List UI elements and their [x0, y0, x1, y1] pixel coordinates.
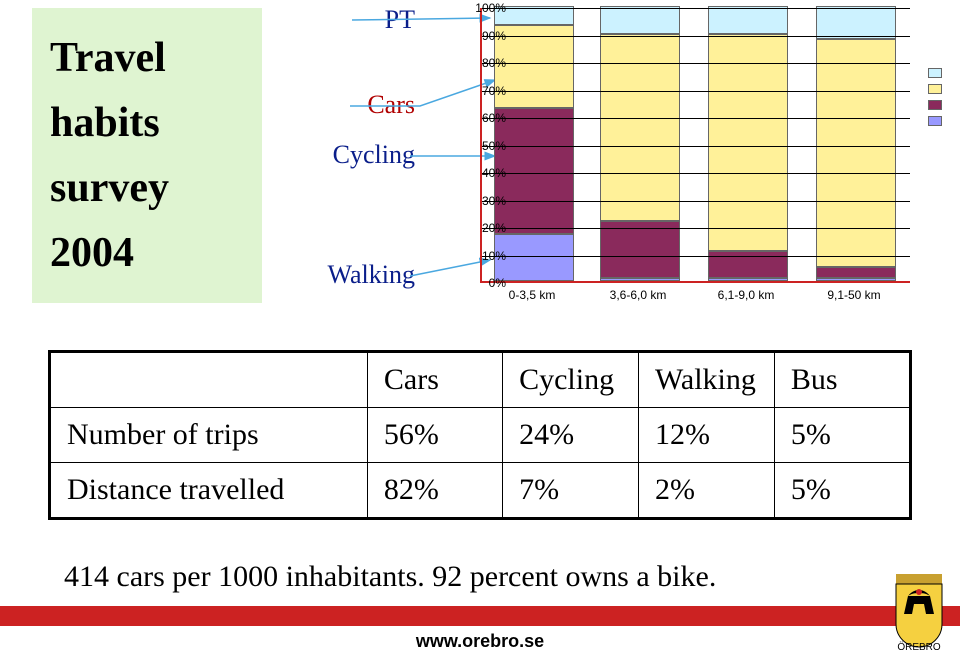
- label-cycling: Cycling: [333, 140, 415, 170]
- cell: 12%: [638, 408, 774, 463]
- series-labels: PT Cars Cycling Walking: [275, 0, 415, 310]
- ytick-label: 80%: [482, 56, 506, 70]
- th-cycling: Cycling: [503, 353, 639, 408]
- cell: 24%: [503, 408, 639, 463]
- bar-segment-walking: [600, 278, 680, 281]
- gridline: [482, 201, 910, 202]
- ytick-label: 100%: [475, 1, 506, 15]
- bar: [816, 6, 896, 281]
- bar-segment-cycling: [600, 221, 680, 279]
- legend-swatch: [928, 68, 942, 78]
- cell: 5%: [774, 408, 909, 463]
- title-box: Travel habits survey 2004: [32, 8, 262, 303]
- bar: [708, 6, 788, 281]
- ytick-label: 40%: [482, 166, 506, 180]
- ytick-label: 60%: [482, 111, 506, 125]
- bar: [494, 6, 574, 281]
- data-table: Cars Cycling Walking Bus Number of trips…: [48, 350, 912, 520]
- label-walking: Walking: [328, 260, 415, 290]
- th-bus: Bus: [774, 353, 909, 408]
- bar-segment-cycling: [816, 267, 896, 278]
- legend-swatch: [928, 84, 942, 94]
- row-name: Number of trips: [51, 408, 368, 463]
- bar-segment-pt: [708, 6, 788, 34]
- title-line-4: 2004: [50, 221, 244, 286]
- gridline: [482, 256, 910, 257]
- footer-url: www.orebro.se: [416, 631, 544, 652]
- bar-segment-cycling: [494, 108, 574, 235]
- ytick-label: 0%: [489, 276, 506, 290]
- stacked-bar-chart: 0%10%20%30%40%50%60%70%80%90%100%0-3,5 k…: [440, 8, 940, 308]
- bar-segment-cars: [494, 25, 574, 108]
- bar-segment-walking: [494, 234, 574, 281]
- bar-segment-walking: [816, 278, 896, 281]
- legend-swatch: [928, 116, 942, 126]
- bars-container: [482, 8, 910, 281]
- orebro-crest-logo: ÖREBRO: [890, 572, 948, 652]
- gridline: [482, 63, 910, 64]
- th-cars: Cars: [367, 353, 502, 408]
- table-header-row: Cars Cycling Walking Bus: [51, 353, 910, 408]
- bar-segment-walking: [708, 278, 788, 281]
- bar: [600, 6, 680, 281]
- bar-segment-cars: [600, 34, 680, 221]
- legend-swatches: [928, 68, 946, 132]
- bar-segment-pt: [600, 6, 680, 34]
- row-name: Distance travelled: [51, 463, 368, 518]
- footer-ribbon: [0, 606, 960, 626]
- gridline: [482, 36, 910, 37]
- table-row: Number of trips 56% 24% 12% 5%: [51, 408, 910, 463]
- legend-swatch: [928, 100, 942, 110]
- th-blank: [51, 353, 368, 408]
- xlabel: 0-3,5 km: [509, 288, 556, 302]
- gridline: [482, 146, 910, 147]
- bar-segment-cars: [708, 34, 788, 251]
- cell: 7%: [503, 463, 639, 518]
- title-line-3: survey: [50, 156, 244, 221]
- title-line-2: habits: [50, 91, 244, 156]
- ytick-label: 50%: [482, 139, 506, 153]
- ytick-label: 30%: [482, 194, 506, 208]
- label-pt: PT: [385, 5, 415, 35]
- gridline: [482, 118, 910, 119]
- gridline: [482, 8, 910, 9]
- table-row: Distance travelled 82% 7% 2% 5%: [51, 463, 910, 518]
- xlabel: 9,1-50 km: [827, 288, 880, 302]
- gridline: [482, 228, 910, 229]
- label-cars: Cars: [367, 90, 415, 120]
- ytick-label: 10%: [482, 249, 506, 263]
- cell: 2%: [638, 463, 774, 518]
- footnote: 414 cars per 1000 inhabitants. 92 percen…: [64, 560, 716, 594]
- gridline: [482, 91, 910, 92]
- plot-area: [480, 8, 910, 283]
- logo-label: ÖREBRO: [897, 641, 941, 652]
- xlabel: 3,6-6,0 km: [610, 288, 667, 302]
- ytick-label: 90%: [482, 29, 506, 43]
- xlabel: 6,1-9,0 km: [718, 288, 775, 302]
- bar-segment-cars: [816, 39, 896, 267]
- th-walking: Walking: [638, 353, 774, 408]
- cell: 5%: [774, 463, 909, 518]
- gridline: [482, 173, 910, 174]
- title-line-1: Travel: [50, 26, 244, 91]
- cell: 56%: [367, 408, 502, 463]
- bar-segment-pt: [816, 6, 896, 39]
- ytick-label: 20%: [482, 221, 506, 235]
- ytick-label: 70%: [482, 84, 506, 98]
- cell: 82%: [367, 463, 502, 518]
